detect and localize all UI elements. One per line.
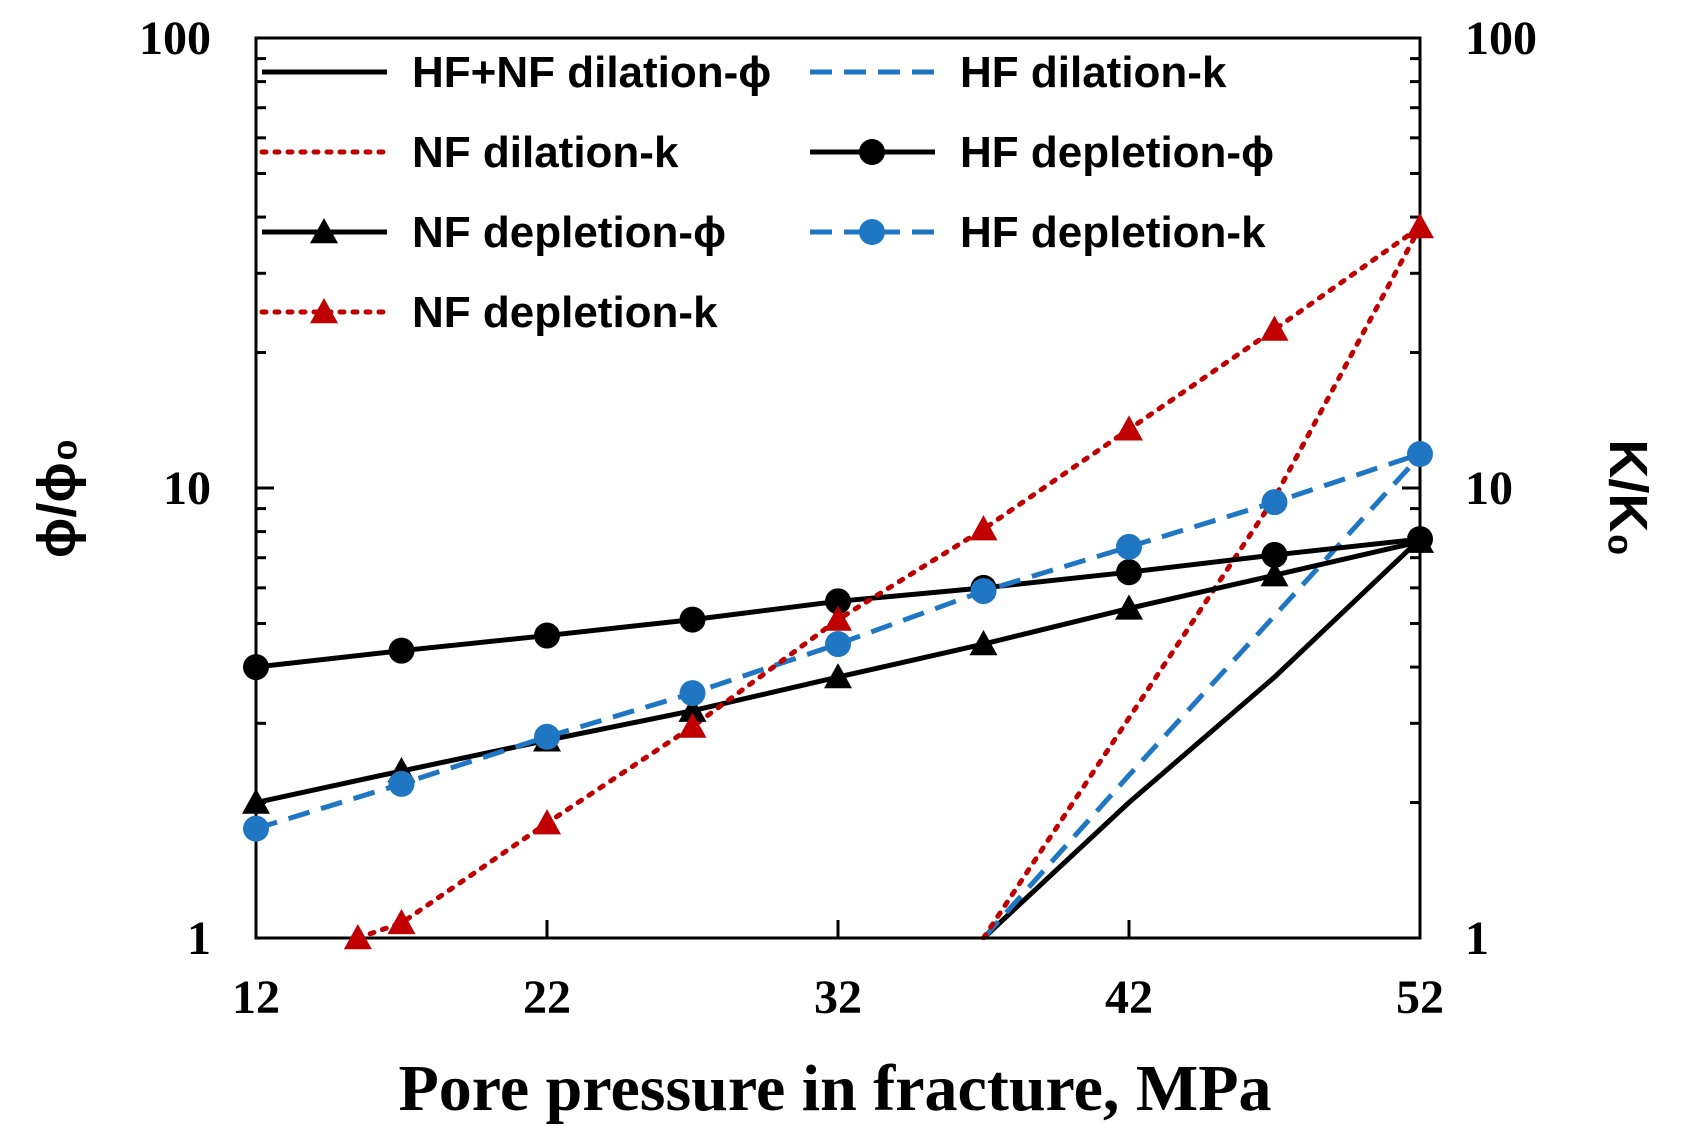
legend-entry: NF dilation-k — [259, 128, 679, 177]
series-5-point — [534, 723, 560, 750]
series-5-point — [1407, 441, 1433, 468]
right-y-axis-title: K/K₀ — [1598, 439, 1658, 556]
series-5-point — [825, 631, 851, 658]
left-y-tick-label: 100 — [139, 12, 211, 65]
series-markers — [242, 213, 1434, 950]
series-4-point — [242, 788, 270, 814]
tick-labels: 12 22 32 42 52 1 1 10 10 100 100 — [139, 12, 1537, 1024]
x-tick-label: 32 — [814, 971, 862, 1024]
legend-marker — [859, 139, 885, 165]
legend-entry: HF+NF dilation-ϕ — [262, 48, 771, 97]
series-3-point — [1261, 541, 1288, 568]
series-6-point — [1115, 415, 1143, 441]
series-5-point — [970, 578, 997, 605]
series-4-point — [1260, 561, 1289, 587]
legend-label: NF depletion-ϕ — [412, 208, 726, 257]
x-tick-label: 12 — [232, 971, 280, 1024]
series-6-point — [1406, 213, 1434, 239]
left-y-tick-label: 10 — [163, 462, 211, 515]
series-6-point — [343, 924, 372, 950]
legend-label: HF depletion-ϕ — [960, 128, 1274, 177]
legend-marker — [310, 298, 338, 324]
x-tick-label: 52 — [1396, 971, 1444, 1024]
plot-area-frame — [254, 36, 1422, 940]
right-y-tick-label: 100 — [1465, 12, 1537, 65]
legend-marker — [859, 219, 885, 245]
legend-entry: NF depletion-ϕ — [262, 208, 726, 257]
series-5-point — [1116, 533, 1142, 560]
legend-entry: HF dilation-k — [810, 48, 1227, 97]
x-tick-label: 42 — [1105, 971, 1153, 1024]
right-y-tick-label: 1 — [1465, 912, 1489, 965]
legend-label: HF dilation-k — [960, 48, 1227, 97]
series-4-point — [969, 630, 998, 656]
legend-entry: NF depletion-k — [259, 288, 718, 337]
left-y-tick-label: 1 — [187, 912, 211, 965]
series-6-point — [969, 515, 998, 541]
series-line-1 — [981, 453, 1420, 940]
legend-marker — [310, 218, 338, 244]
legend-label: NF depletion-k — [412, 288, 718, 337]
series-line-2 — [981, 224, 1420, 940]
series-4-point — [678, 696, 707, 722]
series-3-point — [1116, 559, 1142, 586]
legend-entry: HF depletion-k — [810, 208, 1266, 257]
series-4-point — [824, 663, 852, 689]
series-3-point — [825, 588, 851, 615]
series-3-point — [243, 654, 269, 681]
x-tick-label: 22 — [523, 971, 571, 1024]
series-6-point — [678, 712, 707, 738]
series-3-point — [388, 637, 415, 664]
legend: HF+NF dilation-ϕ HF dilation-k NF dilation… — [259, 48, 1274, 337]
legend-label: HF depletion-k — [960, 208, 1266, 257]
series-5-point — [679, 680, 706, 707]
series-6-point — [1260, 315, 1289, 341]
x-axis-title: Pore pressure in fracture, MPa — [398, 1052, 1271, 1125]
series-6-point — [533, 809, 561, 835]
series-6-point — [824, 605, 852, 631]
series-6-point — [387, 908, 416, 935]
series-5-point — [243, 815, 269, 842]
series-5-point — [1261, 489, 1288, 516]
series-4-point — [1115, 594, 1143, 620]
series-4-point — [1406, 527, 1434, 553]
series-line-0 — [981, 537, 1420, 940]
series-3-point — [679, 606, 706, 633]
right-y-tick-label: 10 — [1465, 462, 1513, 515]
legend-label: NF dilation-k — [412, 128, 679, 177]
left-y-axis-title: ϕ/ϕ₀ — [27, 438, 87, 558]
legend-label: HF+NF dilation-ϕ — [412, 48, 771, 97]
legend-entry: HF depletion-ϕ — [810, 128, 1274, 177]
series-5-point — [388, 770, 415, 797]
series-3-point — [534, 622, 560, 649]
